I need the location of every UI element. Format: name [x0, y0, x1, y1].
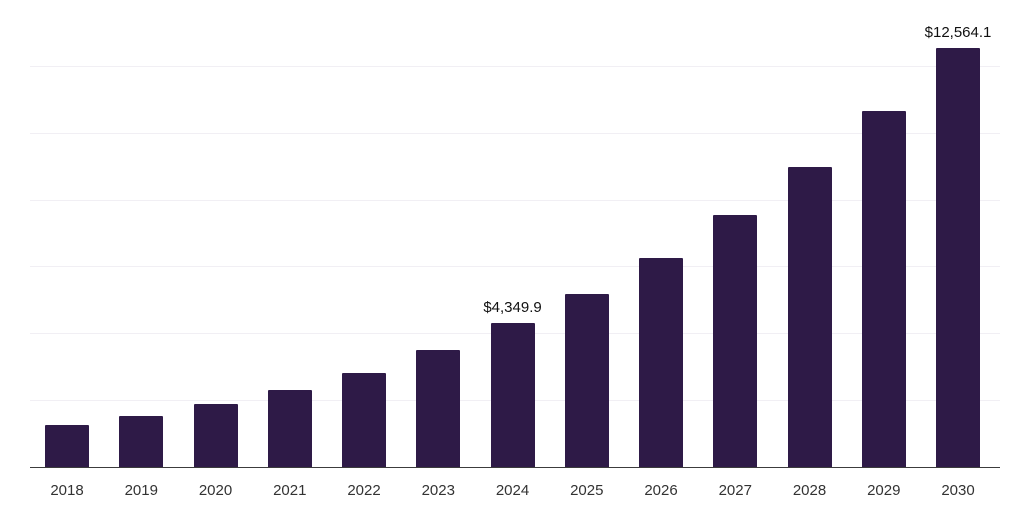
x-axis-label-2023: 2023: [421, 481, 455, 499]
x-axis-label-2026: 2026: [644, 481, 678, 499]
gridline: [30, 199, 1000, 201]
bar-column-2024: $4,349.9: [483, 299, 542, 468]
gridline: [30, 132, 1000, 134]
bar-column-2022: [342, 373, 386, 468]
gridline: [30, 266, 1000, 268]
bar-column-2026: [639, 258, 683, 468]
bar-2022: [342, 373, 386, 468]
bar-column-2025: [564, 294, 609, 468]
gridline: [30, 65, 1000, 67]
bar-2023: [416, 350, 461, 468]
bar-2029: [861, 110, 906, 468]
bar-2025: [564, 294, 609, 468]
bar-column-2027: [713, 214, 758, 468]
bar-column-2021: [267, 390, 312, 468]
bar-column-2023: [416, 350, 461, 468]
plot-area: $4,349.9 $12,564.1: [45, 0, 991, 468]
x-axis-label-2018: 2018: [50, 481, 84, 499]
x-axis-label-2019: 2019: [124, 481, 158, 499]
bar-value-label: $4,349.9: [483, 298, 542, 316]
bar-column-2018: [45, 424, 89, 468]
bar-column-2030: $12,564.1: [925, 24, 991, 468]
bar-2018: [45, 424, 89, 468]
bar-value-label: $12,564.1: [924, 24, 992, 42]
x-axis-label-2021: 2021: [273, 481, 307, 499]
x-axis-label-2022: 2022: [347, 481, 381, 499]
bar-column-2019: [119, 415, 164, 468]
bar-2021: [267, 390, 312, 468]
bar-2028: [787, 167, 832, 468]
x-axis-label-2030: 2030: [941, 481, 975, 499]
bar-2026: [639, 258, 683, 468]
bar-2030: [936, 48, 980, 468]
x-axis-label-2024: 2024: [495, 481, 530, 499]
x-axis-label-2025: 2025: [570, 481, 604, 499]
bar-2027: [713, 214, 758, 468]
x-axis-label-2020: 2020: [198, 481, 233, 499]
x-axis-label-2029: 2029: [867, 481, 901, 499]
x-axis-line: [30, 467, 1000, 468]
bar-column-2028: [787, 167, 832, 468]
x-axis-label-2028: 2028: [792, 481, 827, 499]
x-axis-labels: 2018 2019 2020 2021 2022 2023 2024 2025 2026 2027…: [45, 468, 980, 512]
bar-2019: [119, 415, 164, 468]
bar-2020: [193, 404, 238, 468]
bar-column-2029: [861, 110, 906, 468]
bar-column-2020: [193, 404, 238, 468]
x-axis-label-2027: 2027: [718, 481, 752, 499]
bar-2024: [490, 322, 535, 468]
